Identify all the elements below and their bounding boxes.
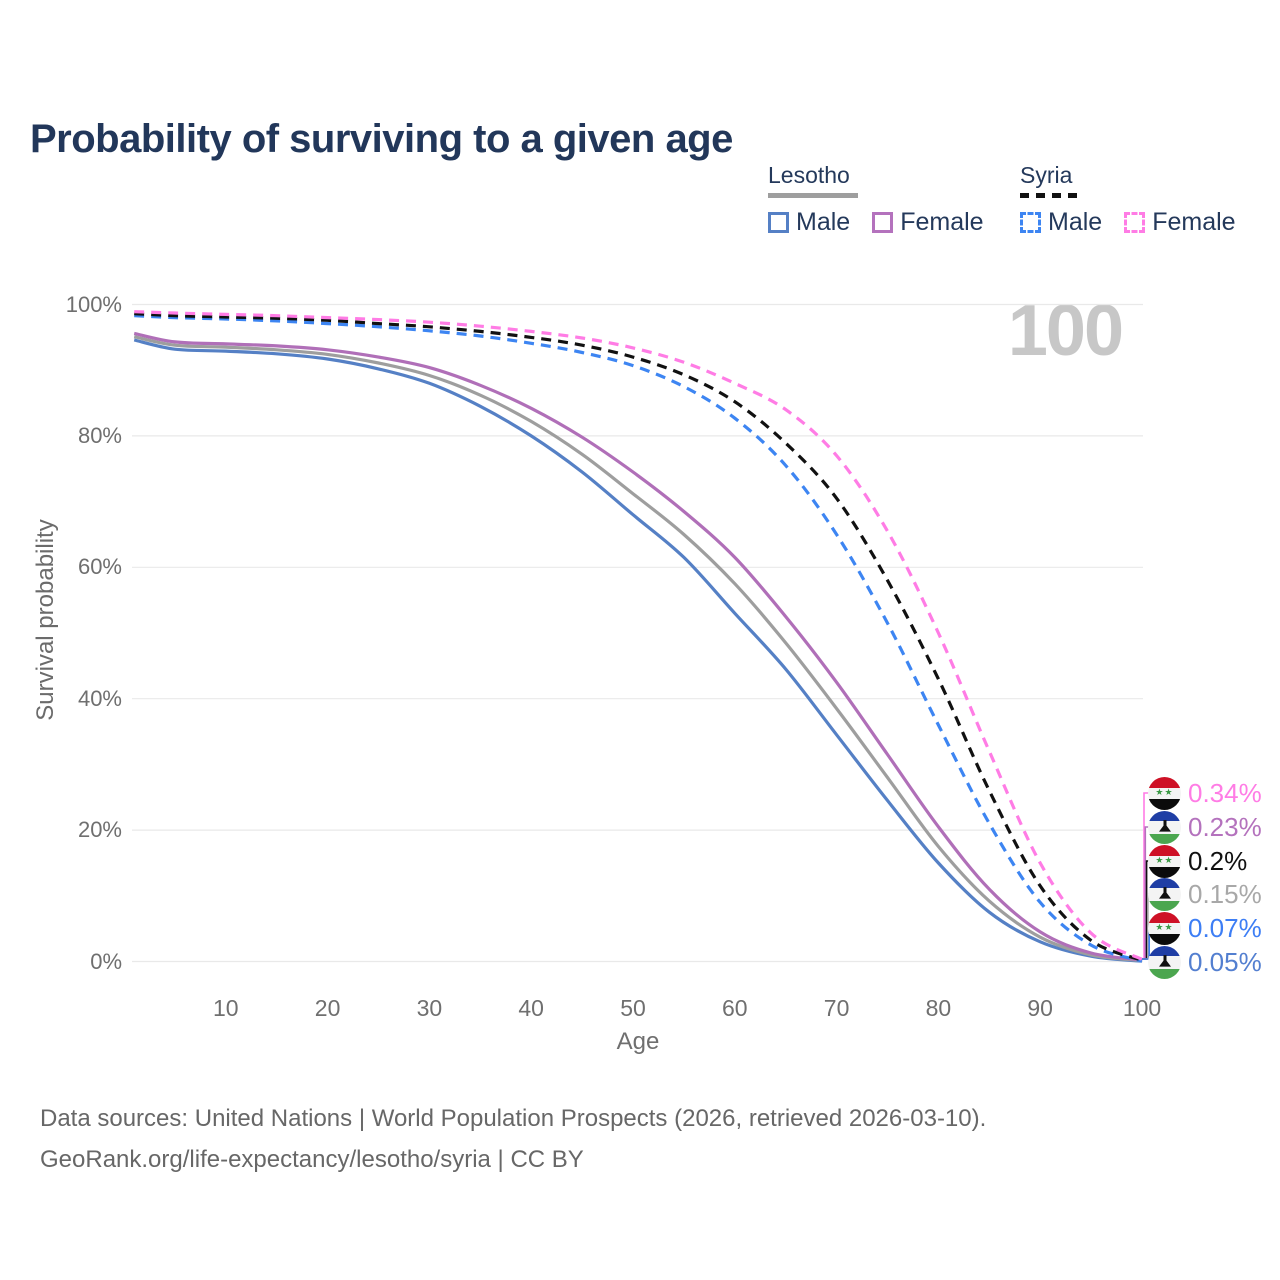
y-tick-label-80: 80%: [77, 422, 122, 448]
legend-group-syria: Syria Male Female: [1020, 162, 1236, 237]
end-label-value: 0.2%: [1188, 845, 1248, 876]
legend-item-label: Male: [1048, 208, 1103, 236]
end-label-value: 0.34%: [1188, 777, 1262, 808]
end-label-lesotho-male: 0.05%: [1148, 945, 1262, 979]
x-tick-label-50: 50: [620, 995, 646, 1021]
x-tick-label-100: 100: [1122, 995, 1162, 1021]
end-label-value: 0.07%: [1188, 912, 1262, 943]
x-axis-title: Age: [616, 1028, 660, 1055]
end-label-lesotho-female: 0.23%: [1148, 810, 1262, 844]
x-tick-label-90: 90: [1027, 995, 1053, 1021]
legend-group-lesotho: Lesotho Male Female: [768, 162, 984, 237]
curve-syria-female[interactable]: [134, 310, 1143, 961]
legend-item-lesotho-male[interactable]: Male: [768, 208, 850, 237]
lesotho-flag-icon: [1148, 877, 1181, 911]
curve-syria-male[interactable]: [134, 314, 1143, 963]
end-label-syria-both-sexes: 0.2%: [1148, 844, 1247, 878]
end-label-syria-male: 0.07%: [1148, 911, 1262, 945]
curve-lesotho-both-sexes[interactable]: [133, 335, 1143, 963]
syria-flag-icon: [1148, 911, 1181, 945]
end-label-value: 0.15%: [1188, 878, 1262, 909]
syria-female-swatch-icon: [1124, 212, 1146, 233]
x-tick-label-30: 30: [416, 995, 443, 1021]
lesotho-flag-icon: [1148, 945, 1181, 979]
legend-item-label: Female: [1152, 208, 1236, 236]
x-tick-label-20: 20: [314, 995, 341, 1021]
legend-item-lesotho-female[interactable]: Female: [872, 208, 984, 237]
data-sources-note: Data sources: United Nations | World Pop…: [40, 1105, 987, 1132]
legend-item-label: Female: [900, 208, 984, 236]
x-tick-label-40: 40: [518, 995, 544, 1021]
syria-flag-icon: [1148, 844, 1181, 878]
y-tick-label-60: 60%: [77, 554, 122, 580]
lesotho-flag-icon: [1148, 810, 1181, 844]
lesotho-female-swatch-icon: [872, 212, 894, 233]
end-label-value: 0.23%: [1188, 811, 1262, 842]
lesotho-male-swatch-icon: [768, 212, 789, 233]
legend-item-label: Male: [796, 208, 851, 236]
syria-dashed-line-sample: [1020, 193, 1080, 198]
y-tick-label-40: 40%: [77, 685, 122, 711]
y-tick-label-20: 20%: [77, 817, 122, 843]
x-tick-label-70: 70: [823, 995, 850, 1021]
y-tick-label-0: 0%: [90, 948, 122, 974]
legend-item-syria-female[interactable]: Female: [1124, 208, 1236, 237]
end-label-lesotho-both-sexes: 0.15%: [1148, 877, 1262, 911]
page-title: Probability of surviving to a given age: [30, 116, 733, 161]
x-tick-label-10: 10: [213, 995, 239, 1021]
syria-flag-icon: [1148, 776, 1181, 810]
curve-lesotho-male[interactable]: [133, 338, 1143, 963]
attribution-note: GeoRank.org/life-expectancy/lesotho/syri…: [40, 1146, 584, 1173]
legend-country-lesotho: Lesotho: [768, 162, 850, 188]
end-label-value: 0.05%: [1188, 946, 1262, 977]
legend-item-syria-male[interactable]: Male: [1020, 208, 1102, 237]
curve-lesotho-female[interactable]: [133, 331, 1143, 962]
y-tick-label-100: 100%: [65, 291, 122, 317]
syria-male-swatch-icon: [1020, 212, 1041, 233]
x-tick-label-60: 60: [722, 995, 748, 1021]
end-label-syria-female: 0.34%: [1148, 776, 1262, 810]
lesotho-solid-line-sample: [768, 193, 858, 198]
x-tick-label-80: 80: [925, 995, 952, 1021]
legend-country-syria: Syria: [1020, 162, 1073, 188]
curve-syria-both-sexes[interactable]: [134, 312, 1143, 962]
